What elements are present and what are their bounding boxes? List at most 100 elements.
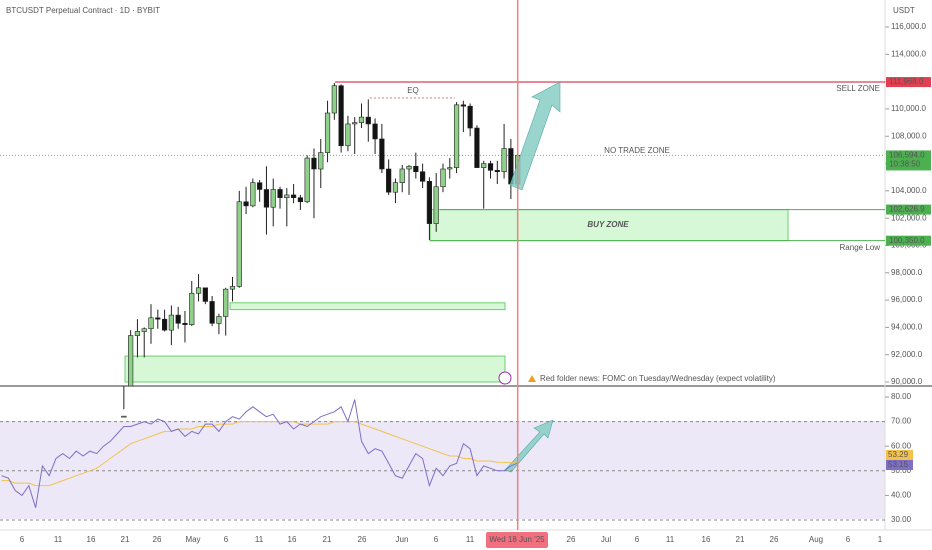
candle-body bbox=[121, 415, 127, 418]
x-tick-label: 11 bbox=[466, 535, 475, 544]
candle-body bbox=[365, 116, 371, 125]
x-tick-label: Jul bbox=[601, 535, 611, 544]
y-tick-label: 96,000.0 bbox=[891, 295, 923, 304]
x-tick-label: 11 bbox=[666, 535, 675, 544]
x-tick-label: 16 bbox=[288, 535, 297, 544]
candle-body bbox=[338, 85, 344, 147]
y-tick-label: 108,000.0 bbox=[891, 131, 927, 140]
y-tick-label: 104,000.0 bbox=[891, 186, 927, 195]
candle-body bbox=[406, 165, 412, 170]
x-tick-label: 21 bbox=[736, 535, 745, 544]
x-tick-label: 16 bbox=[87, 535, 96, 544]
price-tag bbox=[886, 204, 931, 215]
x-tick-label: 6 bbox=[846, 535, 851, 544]
sell-zone-label: SELL ZONE bbox=[836, 84, 880, 93]
candle-body bbox=[453, 104, 460, 168]
x-tick-label: 6 bbox=[224, 535, 229, 544]
candle-body bbox=[168, 314, 174, 331]
candle-body bbox=[128, 335, 134, 387]
x-tick-label: 26 bbox=[770, 535, 779, 544]
x-tick-label: 6 bbox=[20, 535, 25, 544]
candle-body bbox=[250, 182, 256, 207]
candle-body bbox=[487, 163, 494, 171]
candle-body bbox=[324, 112, 331, 153]
candle-body bbox=[189, 292, 195, 325]
candle-body bbox=[460, 104, 466, 107]
y2-tick-label: 40.00 bbox=[891, 491, 912, 500]
candle-body bbox=[311, 157, 317, 170]
y2-tick-label: 50.00 bbox=[891, 466, 912, 475]
candle-body bbox=[216, 316, 222, 324]
y-tick-label: 94,000.0 bbox=[891, 322, 923, 331]
candle-body bbox=[420, 171, 426, 182]
y2-tick-label: 70.00 bbox=[891, 417, 912, 426]
no-trade-label: NO TRADE ZONE bbox=[604, 146, 670, 155]
price-tag-label: 106,594.0 bbox=[889, 151, 925, 160]
candle-body bbox=[270, 189, 276, 208]
x-tick-label: Jun bbox=[396, 535, 409, 544]
candle-body bbox=[202, 287, 208, 302]
x-tick-label: 6 bbox=[434, 535, 439, 544]
x-tick-label: 1 bbox=[878, 535, 883, 544]
y-tick-label: 114,000.0 bbox=[891, 49, 927, 58]
value-tag-label: 53.15 bbox=[888, 460, 909, 469]
value-tag bbox=[886, 460, 913, 470]
candle-body bbox=[379, 138, 385, 170]
price-tag-sub: 10:38:50 bbox=[889, 160, 921, 169]
x-tick-label: 21 bbox=[323, 535, 332, 544]
eq-label: EQ bbox=[407, 86, 419, 95]
value-tag bbox=[886, 450, 913, 460]
candle-body bbox=[223, 288, 229, 317]
x-tick-label: 6 bbox=[635, 535, 640, 544]
rsi-line bbox=[1, 399, 518, 508]
chart-title: BTCUSDT Perpetual Contract · 1D · BYBIT bbox=[6, 6, 160, 15]
candle-body bbox=[148, 317, 154, 330]
candle-body bbox=[433, 186, 439, 224]
y-tick-label: 92,000.0 bbox=[891, 350, 923, 359]
candle-body bbox=[134, 331, 141, 336]
candle-body bbox=[501, 148, 507, 173]
price-tag-label: 111,968.0 bbox=[889, 77, 924, 86]
news-label: Red folder news: FOMC on Tuesday/Wednesd… bbox=[540, 374, 776, 383]
candle-body bbox=[481, 163, 487, 168]
candle-body bbox=[284, 194, 290, 198]
candle-body bbox=[386, 168, 392, 193]
x-tick-label: 26 bbox=[358, 535, 367, 544]
candle-body bbox=[467, 105, 473, 129]
y-tick-label: 110,000.0 bbox=[891, 104, 927, 113]
y2-tick-label: 80.00 bbox=[891, 392, 912, 401]
candle-body bbox=[263, 189, 270, 208]
x-tick-label: 26 bbox=[153, 535, 162, 544]
candle-body bbox=[399, 168, 405, 183]
date-highlight bbox=[486, 532, 548, 548]
range-low-label: Range Low bbox=[840, 243, 881, 252]
x-tick-label: 21 bbox=[121, 535, 130, 544]
candle-body bbox=[474, 127, 480, 168]
currency-label: USDT bbox=[893, 6, 915, 15]
candle-body bbox=[161, 318, 168, 331]
candle-body bbox=[297, 197, 303, 203]
candle-body bbox=[447, 167, 453, 170]
x-tick-label: May bbox=[185, 535, 200, 544]
candle-body bbox=[304, 157, 310, 203]
value-tag-label: 53.29 bbox=[888, 450, 909, 459]
candle-body bbox=[372, 123, 378, 140]
candle-body bbox=[236, 201, 242, 287]
candle-body bbox=[277, 189, 283, 198]
y2-tick-label: 30.00 bbox=[891, 515, 912, 524]
y-tick-label: 102,000.0 bbox=[891, 213, 927, 222]
y-tick-label: 90,000.0 bbox=[891, 377, 923, 386]
x-tick-label: 16 bbox=[702, 535, 711, 544]
candle-body bbox=[358, 116, 365, 123]
candle-body bbox=[229, 286, 236, 290]
x-tick-label: Aug bbox=[809, 535, 823, 544]
candle-body bbox=[426, 180, 433, 224]
y-tick-label: 116,000.0 bbox=[891, 22, 927, 31]
x-tick-label: 11 bbox=[54, 535, 63, 544]
candle-body bbox=[494, 170, 500, 173]
candle-body bbox=[257, 182, 263, 190]
news-icon bbox=[498, 371, 512, 385]
warning-icon bbox=[528, 375, 536, 382]
candle-body bbox=[440, 168, 446, 188]
